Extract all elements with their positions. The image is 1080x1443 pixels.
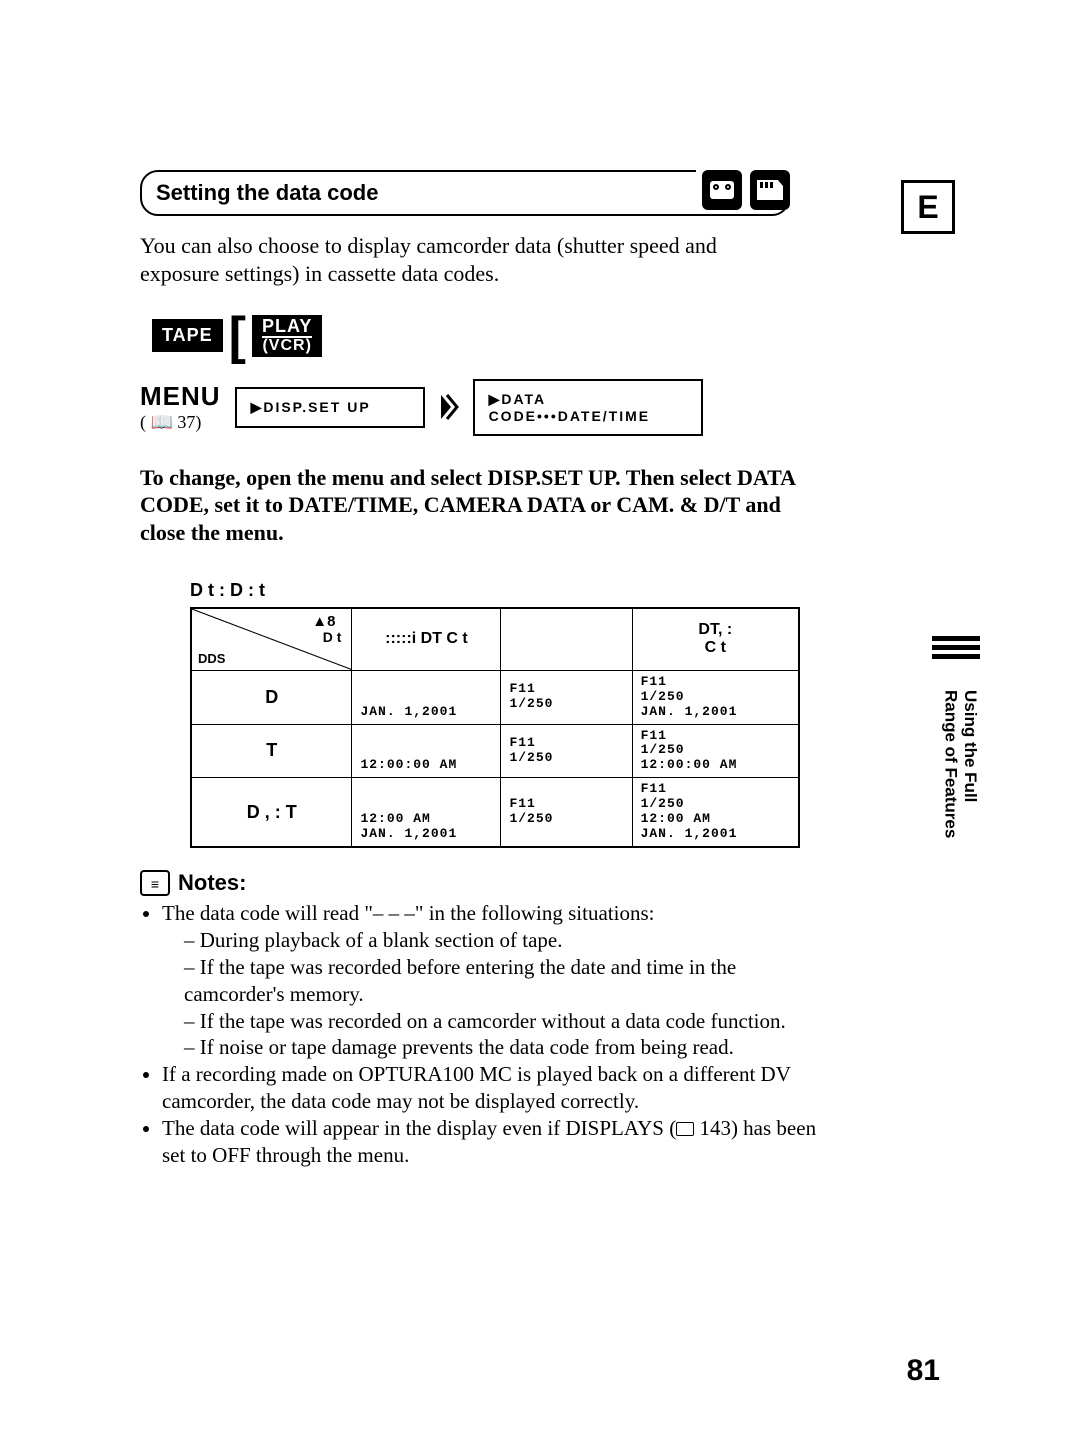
play-vcr-badge: PLAY (VCR) [252, 315, 322, 357]
table-head-4: DT, : C t [632, 608, 799, 670]
note-item: If a recording made on OPTURA100 MC is p… [162, 1061, 820, 1115]
data-code-table-wrap: D t : D : t ▲8 D t DDS :::::i DT C t DT,… [190, 580, 800, 848]
section-header: Setting the data code [140, 170, 790, 216]
double-arrow-icon [439, 392, 459, 422]
cell: 12:00:00 AM [352, 724, 501, 778]
notes-heading-text: Notes: [178, 870, 246, 896]
play-label: PLAY [262, 317, 312, 338]
cell: F111/250JAN. 1,2001 [632, 670, 799, 724]
table-row: T 12:00:00 AM F111/250 F111/25012:00:00 … [191, 724, 799, 778]
cell: F111/25012:00:00 AM [632, 724, 799, 778]
note-item: The data code will read "– – –" in the f… [162, 900, 820, 1061]
menu-label-col: MENU ( 📖 37) [140, 381, 221, 433]
table-head-2: :::::i DT C t [352, 608, 501, 670]
section-title: Setting the data code [156, 180, 378, 206]
book-icon [676, 1122, 694, 1136]
language-indicator: E [901, 180, 955, 234]
notes-section: ≡ Notes: The data code will read "– – –"… [140, 870, 940, 1169]
cell: F111/25012:00 AMJAN. 1,2001 [632, 778, 799, 847]
menu-arrow [439, 392, 459, 422]
note-subitem: During playback of a blank section of ta… [184, 927, 820, 954]
table-row: D , : T 12:00 AMJAN. 1,2001 F111/250 F11… [191, 778, 799, 847]
menu-step-2: ▶DATA CODE•••DATE/TIME [473, 379, 703, 436]
manual-page: E Setting the data code You can also cho… [0, 0, 1080, 1443]
table-head-diag: ▲8 D t DDS [191, 608, 352, 670]
table-head-3 [501, 608, 632, 670]
tape-badge: TAPE [152, 319, 223, 352]
header-icon-group [696, 170, 790, 210]
cell: F111/250 [501, 724, 632, 778]
row-label: T [191, 724, 352, 778]
cell: F111/250 [501, 778, 632, 847]
data-code-table: ▲8 D t DDS :::::i DT C t DT, : C t D JAN… [190, 607, 800, 848]
menu-page-ref: ( 📖 37) [140, 412, 221, 433]
bracket-icon: [ [229, 318, 246, 354]
menu-word: MENU [140, 381, 221, 412]
page-number: 81 [907, 1354, 940, 1388]
note-item: The data code will appear in the display… [162, 1115, 820, 1169]
side-section-label: Using the FullRange of Features [941, 690, 980, 838]
table-pretitle: D t : D : t [190, 580, 800, 601]
card-icon [750, 170, 790, 210]
vcr-label: (VCR) [262, 338, 312, 355]
cell: JAN. 1,2001 [352, 670, 501, 724]
mode-indicator-row: TAPE [ PLAY (VCR) [152, 315, 940, 357]
intro-text: You can also choose to display camcorder… [140, 232, 800, 287]
table-header-row: ▲8 D t DDS :::::i DT C t DT, : C t [191, 608, 799, 670]
instruction-text: To change, open the menu and select DISP… [140, 464, 820, 547]
note-subitem: If noise or tape damage prevents the dat… [184, 1034, 820, 1061]
cell: 12:00 AMJAN. 1,2001 [352, 778, 501, 847]
menu-path-row: MENU ( 📖 37) ▶DISP.SET UP ▶DATA CODE•••D… [140, 379, 940, 436]
notes-heading: ≡ Notes: [140, 870, 940, 896]
menu-step-1: ▶DISP.SET UP [235, 387, 425, 428]
row-label: D [191, 670, 352, 724]
note-subitem: If the tape was recorded before entering… [184, 954, 820, 1008]
cassette-icon [702, 170, 742, 210]
notes-icon: ≡ [140, 870, 170, 896]
note-subitem: If the tape was recorded on a camcorder … [184, 1008, 820, 1035]
side-marker-bars [932, 636, 980, 659]
table-row: D JAN. 1,2001 F111/250 F111/250JAN. 1,20… [191, 670, 799, 724]
notes-list: The data code will read "– – –" in the f… [140, 900, 820, 1169]
row-label: D , : T [191, 778, 352, 847]
cell: F111/250 [501, 670, 632, 724]
